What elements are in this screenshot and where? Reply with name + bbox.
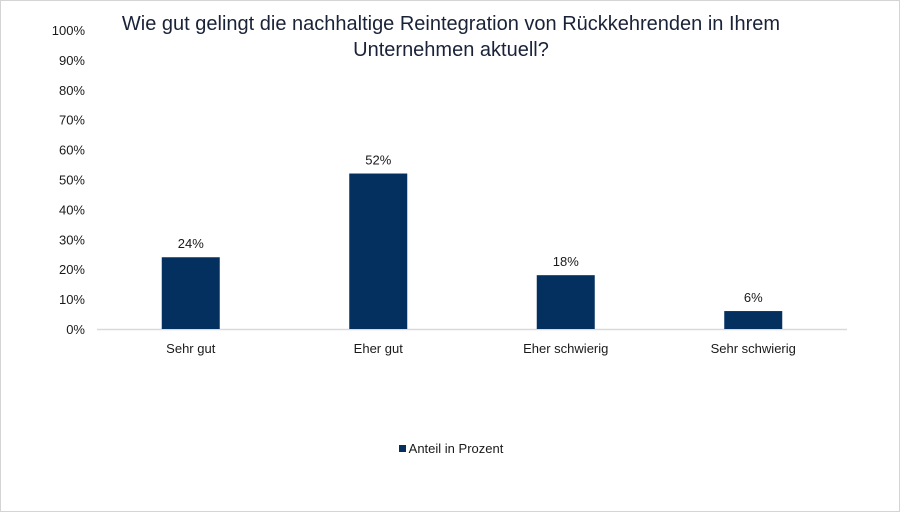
bar <box>536 275 595 329</box>
bar <box>724 311 783 329</box>
data-label: 6% <box>744 290 763 305</box>
chart-title: Wie gut gelingt die nachhaltige Reintegr… <box>121 13 781 61</box>
x-tick-label: Sehr gut <box>166 341 216 356</box>
x-tick-label: Eher gut <box>354 341 404 356</box>
data-label: 24% <box>178 236 204 251</box>
y-tick-label: 70% <box>59 113 85 128</box>
legend: Anteil in Prozent <box>1 441 900 456</box>
y-tick-label: 10% <box>59 292 85 307</box>
y-tick-label: 0% <box>66 322 85 337</box>
bar <box>161 257 220 329</box>
y-tick-label: 60% <box>59 143 85 158</box>
y-tick-label: 90% <box>59 53 85 68</box>
y-tick-label: 20% <box>59 262 85 277</box>
y-tick-label: 30% <box>59 232 85 247</box>
data-label: 52% <box>365 153 391 168</box>
bar <box>349 173 408 329</box>
data-label: 18% <box>553 254 579 269</box>
y-tick-label: 40% <box>59 202 85 217</box>
legend-swatch <box>398 445 406 452</box>
x-tick-label: Eher schwierig <box>523 341 608 356</box>
y-tick-label: 80% <box>59 83 85 98</box>
y-tick-label: 50% <box>59 173 85 188</box>
legend-label: Anteil in Prozent <box>408 441 504 456</box>
y-tick-label: 100% <box>52 23 86 38</box>
x-tick-label: Sehr schwierig <box>711 341 796 356</box>
